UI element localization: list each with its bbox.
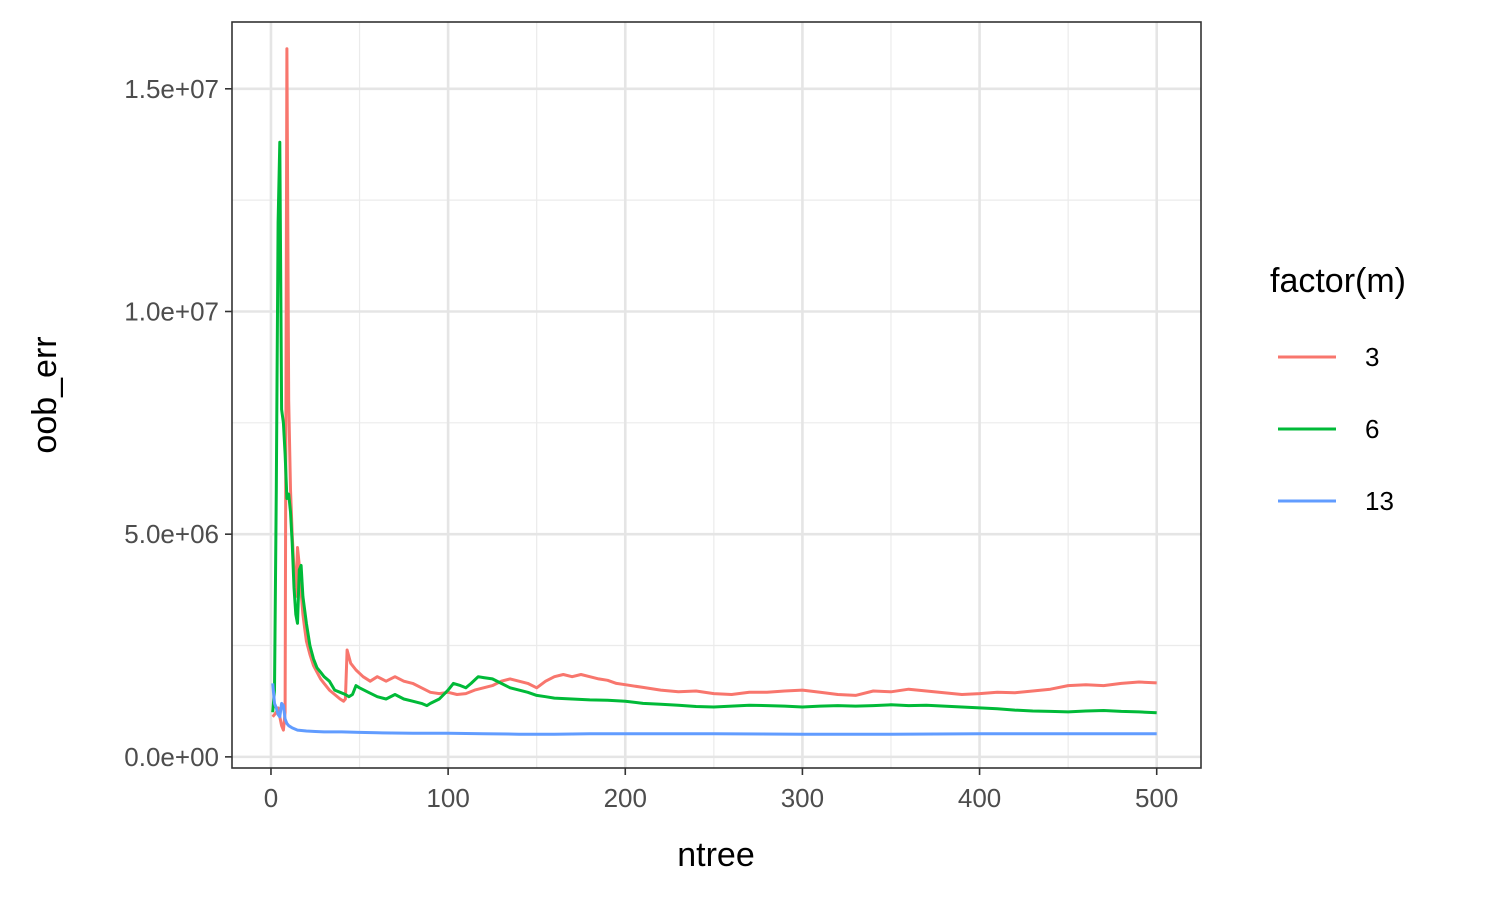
legend-items: 3 6 13 bbox=[1278, 342, 1394, 516]
y-tick-label: 1.5e+07 bbox=[124, 74, 219, 104]
x-tick-label: 200 bbox=[604, 783, 647, 813]
legend: factor(m) 3 6 13 bbox=[1270, 262, 1406, 516]
x-tick-label: 500 bbox=[1135, 783, 1178, 813]
x-tick-label: 300 bbox=[781, 783, 824, 813]
legend-label-6: 6 bbox=[1365, 414, 1379, 444]
y-axis-title: oob_err bbox=[26, 336, 64, 453]
x-tick-label: 400 bbox=[958, 783, 1001, 813]
legend-label-13: 13 bbox=[1365, 486, 1394, 516]
x-tick-label: 0 bbox=[264, 783, 278, 813]
plot-panel bbox=[232, 22, 1201, 768]
series-line-13 bbox=[271, 683, 1157, 736]
series-line-6 bbox=[271, 140, 1157, 715]
x-axis: 0 100 200 300 400 500 bbox=[264, 768, 1178, 813]
grid-major bbox=[232, 22, 1201, 768]
y-axis: 0.0e+00 5.0e+06 1.0e+07 1.5e+07 bbox=[124, 74, 232, 772]
x-axis-title: ntree bbox=[677, 836, 755, 874]
plot-panel-border bbox=[231, 21, 1202, 769]
y-tick-label: 1.0e+07 bbox=[124, 296, 219, 326]
y-tick-label: 5.0e+06 bbox=[124, 519, 219, 549]
legend-label-3: 3 bbox=[1365, 342, 1379, 372]
legend-title: factor(m) bbox=[1270, 262, 1406, 300]
series-lines bbox=[271, 47, 1157, 736]
y-tick-label: 0.0e+00 bbox=[124, 742, 219, 772]
x-tick-label: 100 bbox=[426, 783, 469, 813]
grid-minor bbox=[232, 22, 1201, 768]
